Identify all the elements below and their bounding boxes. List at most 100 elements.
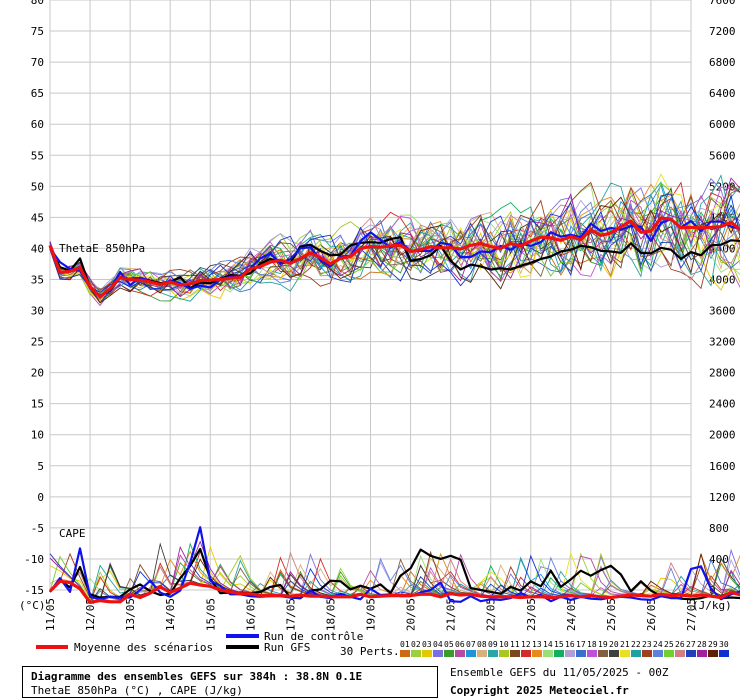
left-tick-label: 65 (31, 87, 44, 100)
right-tick-label: 2000 (709, 429, 736, 442)
pert-legend-number: 17 (576, 640, 586, 649)
pert-legend-number: 20 (609, 640, 619, 649)
left-tick-label: -15 (24, 584, 44, 597)
pert-legend-number: 04 (433, 640, 443, 649)
pert-legend-number: 13 (532, 640, 542, 649)
pert-legend-swatch (433, 650, 443, 657)
pert-legend-number: 08 (477, 640, 487, 649)
left-tick-label: 0 (37, 491, 44, 504)
pert-legend-number: 25 (664, 640, 674, 649)
right-tick-label: 6400 (709, 87, 736, 100)
pert-legend-swatch (400, 650, 410, 657)
perturbation-thetae-line (49, 193, 740, 293)
perturbation-thetae-line (49, 186, 740, 295)
left-tick-label: 20 (31, 367, 44, 380)
pert-legend-swatch (631, 650, 641, 657)
pert-legend-number: 26 (675, 640, 685, 649)
x-tick-label: 25/05 (605, 598, 618, 631)
mean-cape-line (48, 579, 740, 605)
ensemble-date: Ensemble GEFS du 11/05/2025 - 00Z (450, 666, 669, 679)
pert-legend-number: 27 (686, 640, 696, 649)
pert-legend-number: 11 (510, 640, 520, 649)
x-tick-label: 26/05 (645, 598, 658, 631)
right-tick-label: 1600 (709, 460, 736, 473)
control-thetae-line (49, 218, 740, 297)
pert-legend-swatch (466, 650, 476, 657)
pert-legend-number: 07 (466, 640, 476, 649)
left-tick-label: -10 (24, 553, 44, 566)
pert-legend-swatch (609, 650, 619, 657)
pert-legend-number: 09 (488, 640, 498, 649)
pert-legend-number: 18 (587, 640, 597, 649)
chart-info-box: Diagramme des ensembles GEFS sur 384h : … (22, 666, 438, 698)
left-tick-label: 50 (31, 180, 44, 193)
pert-legend-number: 15 (554, 640, 564, 649)
chart-title: Diagramme des ensembles GEFS sur 384h : … (31, 670, 363, 683)
left-tick-label: 60 (31, 118, 44, 131)
x-tick-label: 24/05 (565, 598, 578, 631)
pert-legend-number: 01 (400, 640, 410, 649)
pert-legend-swatch (477, 650, 487, 657)
pert-legend-number: 05 (444, 640, 454, 649)
pert-legend-number: 28 (697, 640, 707, 649)
pert-legend-number: 16 (565, 640, 575, 649)
x-tick-label: 19/05 (365, 598, 378, 631)
left-tick-label: 10 (31, 429, 44, 442)
pert-legend-swatch (697, 650, 707, 657)
perturbation-thetae-line (49, 204, 740, 301)
pert-legend-number: 23 (642, 640, 652, 649)
cape-panel-label: CAPE (59, 527, 86, 540)
pert-legend-swatch (708, 650, 718, 657)
left-tick-label: 5 (37, 460, 44, 473)
pert-legend-number: 22 (631, 640, 641, 649)
pert-legend-number: 24 (653, 640, 663, 649)
right-tick-label: 3600 (709, 305, 736, 318)
pert-legend-number: 21 (620, 640, 630, 649)
pert-legend-number: 19 (598, 640, 608, 649)
pert-legend-number: 06 (455, 640, 465, 649)
left-tick-label: 55 (31, 149, 44, 162)
pert-legend-number: 12 (521, 640, 531, 649)
pert-legend-number: 14 (543, 640, 553, 649)
x-tick-label: 13/05 (124, 598, 137, 631)
pert-legend-swatch (532, 650, 542, 657)
pert-legend-swatch (653, 650, 663, 657)
x-tick-label: 23/05 (525, 598, 538, 631)
pert-legend-swatch (455, 650, 465, 657)
pert-legend-swatch (521, 650, 531, 657)
pert-legend-swatch (576, 650, 586, 657)
perturbation-thetae-line (49, 204, 740, 304)
right-tick-label: 2400 (709, 398, 736, 411)
right-tick-label: 1200 (709, 491, 736, 504)
pert-legend-swatch (488, 650, 498, 657)
pert-legend-swatch (675, 650, 685, 657)
perturbation-thetae-line (49, 181, 740, 292)
copyright-text: Copyright 2025 Meteociel.fr (450, 684, 629, 697)
pert-legend-swatch (554, 650, 564, 657)
right-tick-label: 800 (709, 522, 729, 535)
right-tick-label: 2800 (709, 367, 736, 380)
left-tick-label: 75 (31, 25, 44, 38)
perturbation-cape-line (49, 553, 740, 603)
pert-legend-number: 02 (411, 640, 421, 649)
perturbation-thetae-line (49, 181, 740, 302)
right-axis-ticks: 7600720068006400600056005200480044004000… (709, 0, 736, 597)
chart-subtitle: ThetaE 850hPa (°C) , CAPE (J/kg) (31, 684, 243, 697)
pert-legend-number: 30 (719, 640, 729, 649)
legend-perts-label: 30 Perts. (340, 645, 400, 658)
right-axis-unit: (J/kg) (692, 599, 732, 612)
pert-legend-swatch (598, 650, 608, 657)
pert-legend-number: 29 (708, 640, 718, 649)
control-cape-line (49, 526, 740, 603)
x-tick-label: 27/05 (685, 598, 698, 631)
left-tick-label: 45 (31, 211, 44, 224)
perturbation-thetae-line (49, 193, 740, 304)
x-tick-label: 12/05 (84, 598, 97, 631)
right-tick-label: 6000 (709, 118, 736, 131)
pert-legend-swatch (444, 650, 454, 657)
right-tick-label: 7600 (709, 0, 736, 7)
left-tick-label: 30 (31, 305, 44, 318)
left-tick-label: 80 (31, 0, 44, 7)
x-tick-label: 21/05 (445, 598, 458, 631)
